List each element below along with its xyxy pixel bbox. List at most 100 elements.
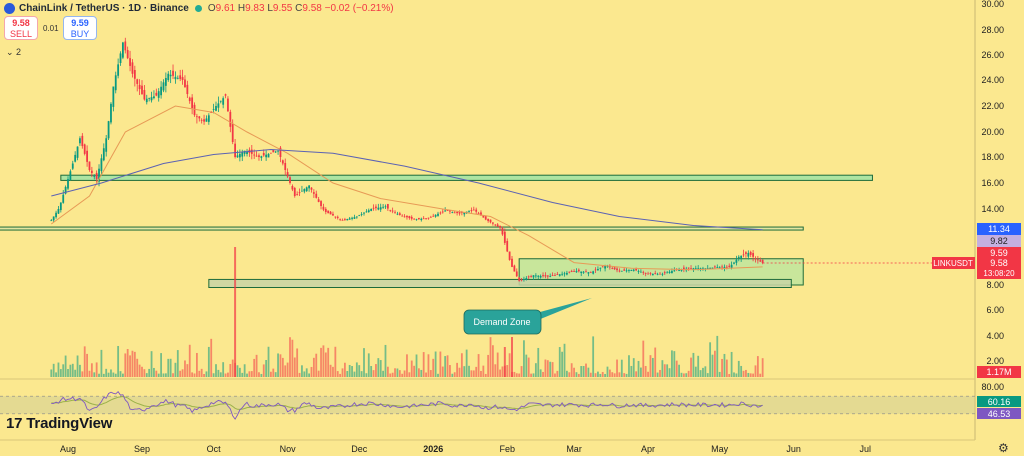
volume-bar: [391, 372, 394, 377]
candle-body: [50, 220, 53, 222]
candle-body: [513, 265, 516, 272]
volume-bar: [756, 356, 759, 377]
volume-bar: [346, 371, 349, 377]
volume-bar: [675, 360, 678, 377]
volume-bar: [172, 373, 174, 377]
volume-bar: [95, 362, 98, 377]
candle-body: [737, 256, 740, 259]
volume-bar: [463, 366, 466, 377]
candle-body: [723, 266, 726, 269]
candle-body: [365, 211, 368, 213]
tradingview-logo[interactable]: 17 TradingView: [6, 415, 112, 432]
price-axis-tag-text: 11.34: [988, 224, 1010, 234]
candle-body: [346, 219, 349, 221]
candle-body: [733, 262, 735, 264]
volume-bar: [489, 337, 492, 377]
candle-body: [735, 259, 738, 263]
volume-bar: [315, 353, 318, 377]
volume-bar: [635, 371, 638, 377]
volume-bar: [367, 353, 370, 377]
volume-bar: [432, 358, 435, 377]
annotation-box: [463, 309, 542, 335]
candle-body: [582, 271, 585, 273]
volume-bar: [196, 352, 198, 377]
candle-body: [279, 147, 282, 157]
settings-gear-icon[interactable]: ⚙: [998, 441, 1009, 455]
volume-bar: [582, 366, 585, 377]
volume-bar: [317, 370, 320, 377]
candle-body: [296, 194, 299, 195]
candle-body: [694, 268, 697, 270]
volume-bar: [630, 365, 633, 377]
volume-bar: [243, 364, 246, 377]
candle-body: [114, 75, 117, 91]
candle-body: [246, 151, 248, 155]
volume-bar: [721, 358, 723, 377]
volume-bar: [191, 372, 194, 377]
volume-bar: [298, 372, 301, 377]
volume-bar: [398, 370, 401, 377]
volume-bar: [725, 359, 728, 377]
volume-bar: [272, 368, 275, 377]
annotation-pointer: [538, 298, 592, 320]
volume-bar: [291, 339, 294, 377]
indicators-collapse-toggle[interactable]: ⌄ 2: [6, 47, 22, 57]
volume-bar: [754, 365, 757, 377]
candle-body: [714, 266, 716, 268]
candle-body: [747, 252, 750, 257]
volume-bar: [305, 368, 308, 377]
candle-body: [188, 97, 191, 102]
candle-body: [169, 74, 172, 77]
candle-body: [410, 216, 413, 219]
time-tick-label: Nov: [280, 444, 297, 454]
candle-body: [544, 275, 547, 277]
symbol-title[interactable]: ChainLink / TetherUS · 1D · Binance: [19, 2, 189, 14]
candle-body: [616, 268, 618, 271]
price-tick-label: 14.00: [981, 204, 1004, 214]
countdown-text: 13:08:20: [983, 269, 1015, 278]
candle-body: [487, 219, 490, 221]
volume-bar: [637, 360, 640, 377]
buy-label: BUY: [70, 29, 90, 39]
volume-bar: [580, 366, 583, 377]
volume-bar: [484, 373, 487, 377]
candle-body: [107, 121, 110, 139]
volume-bar: [451, 373, 454, 377]
candle-body: [155, 92, 158, 96]
candle-body: [642, 271, 645, 273]
candle-body: [444, 210, 447, 212]
candle-body: [759, 260, 762, 262]
candle-body: [200, 119, 203, 121]
sell-button[interactable]: 9.58 SELL: [4, 16, 38, 40]
chainlink-icon: [4, 2, 15, 14]
candle-body: [570, 271, 573, 273]
volume-bar: [525, 354, 528, 377]
candle-body: [377, 207, 380, 210]
candle-body: [546, 275, 549, 277]
candle-body: [98, 168, 100, 182]
candle-body: [620, 270, 623, 272]
candle-body: [191, 97, 194, 109]
volume-bar: [661, 360, 664, 377]
volume-bar: [499, 369, 501, 377]
volume-bar: [293, 357, 296, 377]
candle-body: [267, 153, 270, 158]
candle-body: [93, 176, 96, 177]
candle-body: [453, 212, 456, 214]
volume-bar: [613, 373, 616, 377]
volume-spike: [511, 337, 513, 377]
candle-body: [463, 212, 466, 215]
buy-button[interactable]: 9.59 BUY: [63, 16, 97, 40]
volume-bar: [728, 373, 731, 377]
ohlc-values: O9.61 H9.83 L9.55 C9.58 −0.02 (−0.21%): [207, 2, 394, 14]
candle-body: [303, 189, 306, 192]
volume-bar: [709, 342, 712, 377]
volume-bar: [184, 360, 186, 377]
volume-bar: [112, 372, 115, 377]
volume-bar: [699, 370, 702, 377]
symbol-header: ChainLink / TetherUS · 1D · Binance O9.6…: [0, 0, 394, 16]
volume-bar: [231, 359, 234, 377]
volume-bar: [198, 370, 201, 377]
